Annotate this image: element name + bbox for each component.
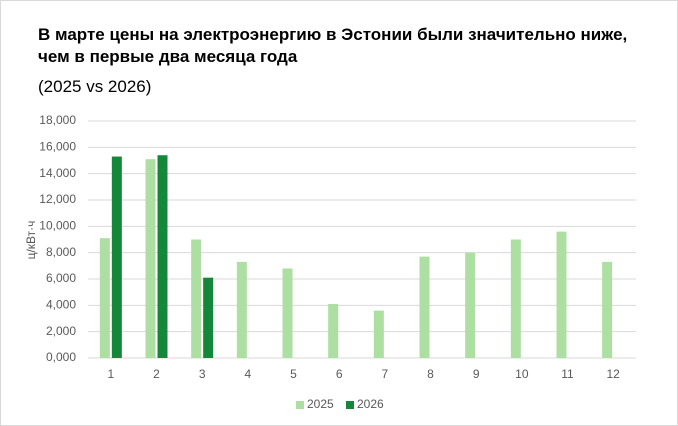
y-tick-label: 0,000 xyxy=(46,350,76,364)
bar xyxy=(236,261,247,358)
bar xyxy=(602,261,613,358)
bar xyxy=(556,231,567,358)
chart-subtitle: (2025 vs 2026) xyxy=(38,77,151,96)
x-tick-label: 12 xyxy=(606,367,620,381)
y-tick-label: 8,000 xyxy=(46,245,76,259)
x-tick-label: 1 xyxy=(107,367,114,381)
bar xyxy=(373,310,384,358)
y-tick-label: 14,000 xyxy=(39,166,76,180)
x-tick-label: 11 xyxy=(561,367,574,381)
x-tick-label: 9 xyxy=(473,367,480,381)
x-tick-label: 5 xyxy=(290,367,297,381)
legend-swatch xyxy=(346,401,354,409)
x-tick-label: 4 xyxy=(244,367,251,381)
legend-label: 2026 xyxy=(357,397,384,411)
bar xyxy=(419,256,430,358)
chart-title: В марте цены на электроэнергию в Эстонии… xyxy=(38,25,628,66)
bar xyxy=(99,238,110,358)
bar xyxy=(510,239,521,358)
x-tick-label: 8 xyxy=(427,367,434,381)
x-tick-label: 10 xyxy=(515,367,529,381)
y-tick-label: 18,000 xyxy=(39,113,76,127)
x-tick-label: 6 xyxy=(336,367,343,381)
bar xyxy=(282,268,293,358)
x-tick-label: 7 xyxy=(381,367,388,381)
bar xyxy=(465,252,476,358)
y-tick-label: 2,000 xyxy=(46,324,76,338)
x-tick-label: 3 xyxy=(199,367,206,381)
legend-label: 2025 xyxy=(307,397,334,411)
legend-swatch xyxy=(296,401,304,409)
y-tick-label: 12,000 xyxy=(39,192,76,206)
bar xyxy=(328,304,339,358)
bar xyxy=(191,239,202,358)
y-tick-label: 4,000 xyxy=(46,298,76,312)
bar xyxy=(111,156,122,358)
bar xyxy=(203,277,214,358)
title-box: В марте цены на электроэнергию в Эстонии… xyxy=(38,25,628,66)
bar xyxy=(157,155,168,358)
x-tick-label: 2 xyxy=(153,367,160,381)
bar xyxy=(145,159,156,358)
y-tick-label: 16,000 xyxy=(39,140,76,154)
y-tick-label: 10,000 xyxy=(39,219,76,233)
y-axis-label: ц/кВт·ч xyxy=(24,221,38,260)
y-tick-label: 6,000 xyxy=(46,271,76,285)
